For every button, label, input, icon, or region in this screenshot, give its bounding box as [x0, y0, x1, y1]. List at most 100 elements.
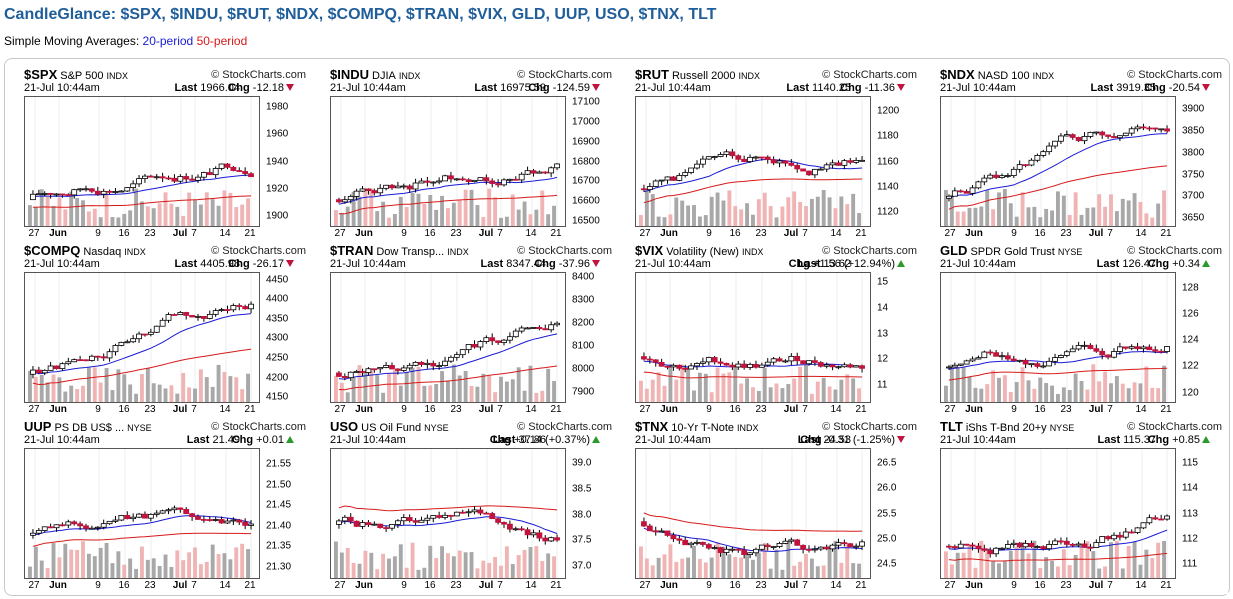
- chart-panel-uso[interactable]: USO US Oil Fund NYSE © StockCharts.com 21-Ju…: [330, 420, 618, 594]
- chart-plot[interactable]: [330, 272, 566, 403]
- chart-symbol[interactable]: UUP: [24, 419, 52, 434]
- chart-panel-compq[interactable]: $COMPQ Nasdaq INDX © StockCharts.com 21-Jul …: [24, 244, 312, 418]
- chart-symbol[interactable]: $SPX: [24, 67, 58, 82]
- chart-symbol[interactable]: $RUT: [635, 67, 669, 82]
- candle-body: [153, 512, 160, 515]
- candle-body: [548, 324, 555, 331]
- chart-header: $RUT Russell 2000 INDX © StockCharts.com: [635, 67, 923, 83]
- x-tick-label: Jun: [355, 580, 373, 591]
- chart-plot[interactable]: [635, 272, 871, 403]
- volume-bar: [481, 373, 486, 402]
- chart-symbol[interactable]: $NDX: [940, 67, 975, 82]
- chart-panel-vix[interactable]: $VIX Volatility (New) INDX © StockCharts.co…: [635, 244, 923, 418]
- volume-bar: [1073, 192, 1078, 226]
- chart-symbol[interactable]: $COMPQ: [24, 243, 81, 258]
- candle-body: [1140, 522, 1147, 529]
- volume-bar: [51, 205, 56, 226]
- chart-panel-tnx[interactable]: $TNX 10-Yr T-Note INDX © StockCharts.com 21-…: [635, 420, 923, 594]
- chart-symbol[interactable]: GLD: [940, 243, 968, 258]
- candle-body: [406, 185, 413, 190]
- x-tick-label: 7: [497, 228, 503, 239]
- chart-plot[interactable]: [24, 96, 260, 227]
- y-tick-label: 15: [877, 276, 889, 288]
- volume-bar: [51, 543, 56, 578]
- volume-bar: [463, 189, 468, 226]
- volume-bar: [469, 189, 474, 226]
- chart-panel-uup[interactable]: UUP PS DB US$ ... NYSE © StockCharts.com 21-…: [24, 420, 312, 594]
- volume-bar: [45, 382, 50, 402]
- y-tick-label: 37.5: [572, 534, 592, 546]
- chart-plot[interactable]: [940, 272, 1176, 403]
- candle-body: [200, 172, 207, 178]
- x-tick-label: 14: [830, 404, 842, 415]
- chart-date: 21-Jul 10:44am: [330, 434, 406, 446]
- chart-symbol[interactable]: TLT: [940, 419, 963, 434]
- candle-body: [442, 175, 448, 182]
- y-tick-label: 21.45: [266, 499, 292, 511]
- candle-body: [1058, 540, 1064, 543]
- candle-body: [548, 167, 555, 174]
- candle-body: [1146, 127, 1153, 130]
- volume-bar: [493, 197, 498, 226]
- candle-body: [465, 179, 472, 182]
- candle-body: [753, 548, 759, 554]
- chart-plot[interactable]: [330, 448, 566, 579]
- volume-bar: [387, 558, 391, 578]
- y-tick-label: 24.5: [877, 558, 897, 570]
- candle-body: [1058, 135, 1064, 142]
- volume-bar: [1126, 388, 1131, 402]
- x-tick-label: 21: [244, 228, 256, 239]
- chart-plot[interactable]: [24, 448, 260, 579]
- candle-body: [524, 327, 531, 330]
- chart-header: $VIX Volatility (New) INDX © StockCharts.co…: [635, 243, 923, 259]
- volume-bar: [703, 562, 708, 578]
- chart-plot[interactable]: [635, 448, 871, 579]
- volume-bar: [692, 390, 696, 402]
- chart-plot[interactable]: [330, 96, 566, 227]
- chart-panel-tran[interactable]: $TRAN Dow Transp... INDX © StockCharts.com 2…: [330, 244, 618, 418]
- candle-body: [1063, 351, 1070, 356]
- chart-plot[interactable]: [635, 96, 871, 227]
- volume-bar: [1156, 203, 1161, 226]
- y-tick-label: 16900: [572, 136, 600, 148]
- chart-panel-gld[interactable]: GLD SPDR Gold Trust NYSE © StockCharts.com 2…: [940, 244, 1228, 418]
- chart-panel-tlt[interactable]: TLT iShs T-Bnd 20+y NYSE © StockCharts.com 2…: [940, 420, 1228, 594]
- chart-symbol[interactable]: $INDU: [330, 67, 370, 82]
- candle-body: [770, 358, 777, 363]
- chart-symbol[interactable]: $TRAN: [330, 243, 374, 258]
- chart-plot[interactable]: [940, 448, 1176, 579]
- y-tick-label: 115: [1182, 457, 1198, 469]
- volume-bar: [697, 372, 702, 402]
- volume-bar: [1044, 208, 1049, 226]
- candle-body: [670, 364, 677, 368]
- volume-bar: [234, 377, 239, 402]
- volume-bar: [686, 557, 691, 578]
- candle-body: [794, 164, 801, 170]
- x-tick-label: 16: [424, 580, 436, 591]
- volume-bar: [851, 378, 856, 402]
- candle-body: [165, 314, 172, 321]
- chart-symbol[interactable]: $VIX: [635, 243, 664, 258]
- chart-name: SPDR Gold Trust: [970, 246, 1055, 258]
- chart-symbol[interactable]: $TNX: [635, 419, 669, 434]
- x-tick-label: 7: [802, 404, 808, 415]
- x-tick-label: 14: [830, 580, 842, 591]
- chart-change-value: +0.34: [1172, 258, 1200, 270]
- candle-body: [53, 524, 60, 529]
- volume-bar: [81, 200, 85, 226]
- volume-bar: [639, 380, 643, 402]
- volume-bar: [228, 376, 233, 402]
- y-tick-label: 1120: [877, 206, 899, 218]
- chart-symbol[interactable]: USO: [330, 419, 359, 434]
- price-chart: [944, 273, 1170, 402]
- x-tick-label: 14: [1135, 228, 1147, 239]
- candle-body: [142, 513, 148, 519]
- chart-panel-ndx[interactable]: $NDX NASD 100 INDX © StockCharts.com 21-Jul …: [940, 68, 1228, 242]
- chart-panel-spx[interactable]: $SPX S&P 500 INDX © StockCharts.com 21-Jul 1…: [24, 68, 312, 242]
- chart-panel-indu[interactable]: $INDU DJIA INDX © StockCharts.com 21-Jul 10:…: [330, 68, 618, 242]
- chart-plot[interactable]: [940, 96, 1176, 227]
- x-axis: 27 Jun 9 16 23 Jul 7 14 21: [940, 404, 1176, 418]
- chart-plot[interactable]: [24, 272, 260, 403]
- chart-panel-rut[interactable]: $RUT Russell 2000 INDX © StockCharts.com 21-…: [635, 68, 923, 242]
- candle-body: [1034, 546, 1041, 549]
